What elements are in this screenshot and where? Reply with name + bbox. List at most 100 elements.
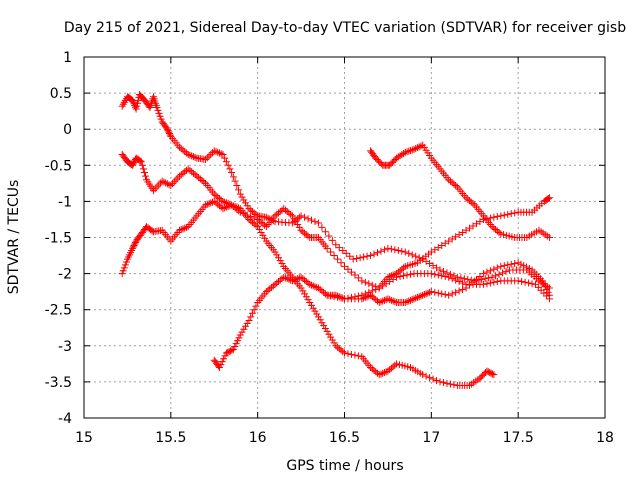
data-point — [287, 210, 295, 218]
data-point — [544, 195, 552, 203]
data-point — [176, 143, 184, 151]
data-point — [120, 264, 128, 272]
data-point — [492, 226, 500, 234]
data-point — [438, 290, 446, 298]
data-point — [288, 219, 296, 227]
y-tick-label: -1.5 — [45, 231, 72, 247]
data-point — [353, 254, 361, 262]
data-point — [436, 266, 444, 274]
data-point — [490, 371, 498, 379]
data-point — [412, 294, 420, 302]
data-point — [511, 209, 519, 217]
data-point — [375, 371, 383, 379]
data-point — [377, 247, 385, 255]
data-points — [118, 91, 553, 390]
data-point — [234, 337, 242, 345]
data-point — [443, 379, 451, 387]
data-point — [290, 215, 298, 223]
data-point — [384, 244, 392, 252]
data-point — [252, 210, 260, 218]
data-point — [221, 154, 229, 162]
data-point — [261, 234, 269, 242]
data-point — [412, 145, 420, 153]
data-point — [377, 370, 385, 378]
data-point — [504, 261, 512, 269]
data-point — [318, 319, 326, 327]
data-point — [129, 98, 137, 106]
data-point — [419, 371, 427, 379]
data-point — [406, 296, 414, 304]
data-point — [347, 268, 355, 276]
data-point — [301, 213, 309, 221]
data-point — [412, 252, 420, 260]
data-point — [316, 285, 324, 293]
data-point — [191, 171, 199, 179]
data-point — [311, 307, 319, 315]
data-point — [518, 278, 526, 286]
data-point — [281, 206, 289, 214]
data-point — [259, 231, 267, 239]
data-point — [386, 272, 394, 280]
y-tick-label: 0.5 — [50, 86, 72, 102]
data-point — [507, 210, 515, 218]
data-point — [327, 333, 335, 341]
data-point — [245, 205, 253, 213]
data-point — [314, 284, 322, 292]
data-point — [441, 291, 449, 299]
data-point — [377, 298, 385, 306]
series-arc-f — [323, 259, 553, 306]
data-point — [370, 250, 378, 258]
data-point — [212, 192, 220, 200]
data-point — [137, 158, 145, 166]
data-point — [375, 298, 383, 306]
data-point — [462, 284, 470, 292]
data-point — [222, 203, 230, 211]
data-point — [502, 267, 510, 275]
data-point — [215, 195, 223, 203]
data-point — [301, 276, 309, 284]
data-point — [455, 278, 463, 286]
data-point — [400, 149, 408, 157]
axis-ticks: 15 15.5 16 16.5 17 17.5 18 -4 -3.5 -3 -2.5 -2 -1.5 -1… — [45, 50, 614, 446]
y-tick-label: -3.5 — [45, 375, 72, 391]
data-point — [455, 287, 463, 295]
data-point — [406, 270, 414, 278]
data-point — [401, 148, 409, 156]
data-point — [186, 166, 194, 174]
data-point — [356, 254, 364, 262]
data-point — [262, 288, 270, 296]
data-point — [370, 294, 378, 302]
data-point — [314, 313, 322, 321]
data-point — [439, 267, 447, 275]
data-point — [162, 124, 170, 132]
y-axis-label: SDTVAR / TECUs — [6, 180, 22, 295]
data-point — [363, 252, 371, 260]
data-point — [446, 177, 454, 185]
data-point — [474, 276, 482, 284]
data-point — [177, 145, 185, 153]
data-point — [544, 288, 552, 296]
data-point — [288, 212, 296, 220]
data-point — [133, 99, 141, 107]
data-point — [459, 285, 467, 293]
data-point — [217, 150, 225, 158]
data-point — [448, 290, 456, 298]
data-point — [367, 252, 375, 260]
data-point — [240, 196, 248, 204]
data-point — [490, 265, 498, 273]
data-point — [335, 244, 343, 252]
data-point — [528, 280, 536, 288]
data-point — [275, 254, 283, 262]
y-tick-label: -2.5 — [45, 303, 72, 319]
data-point — [140, 169, 148, 177]
data-point — [257, 218, 265, 226]
data-point — [545, 194, 553, 202]
data-point — [318, 223, 326, 231]
data-point — [332, 342, 340, 350]
data-point — [273, 279, 281, 287]
data-point — [215, 149, 223, 157]
data-point — [136, 157, 144, 165]
data-point — [294, 221, 302, 229]
data-point — [207, 150, 215, 158]
